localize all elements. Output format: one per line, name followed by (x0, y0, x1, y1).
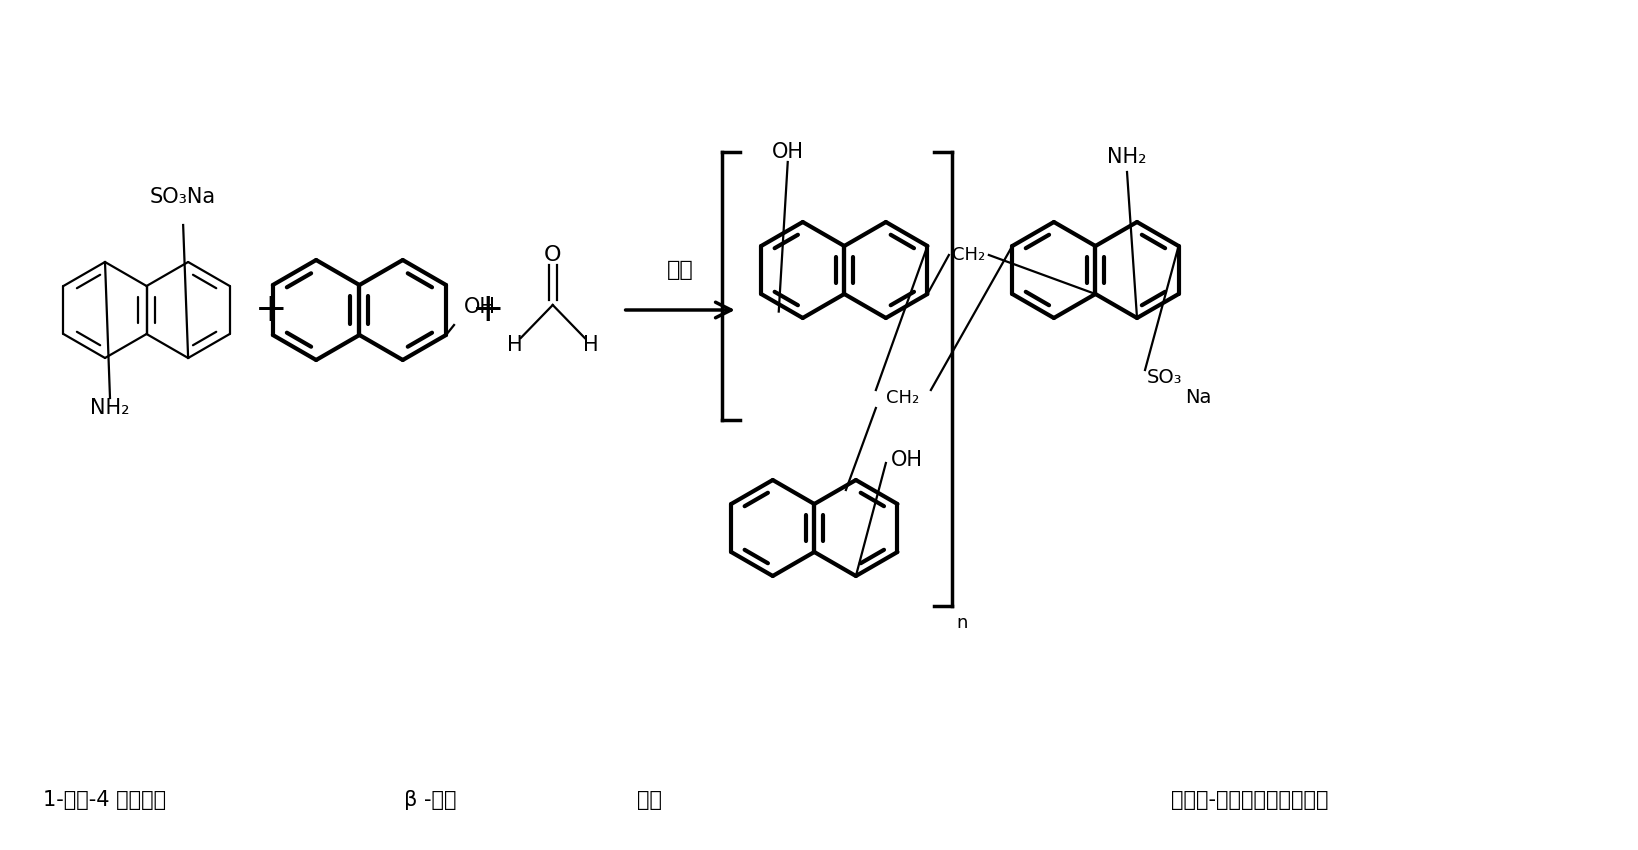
Text: n: n (957, 614, 968, 632)
Text: OH: OH (891, 450, 922, 470)
Text: 芳香胺-酚共缩聚型防粘釜剂: 芳香胺-酚共缩聚型防粘釜剂 (1171, 790, 1328, 810)
Text: +: + (472, 291, 505, 329)
Text: CH₂: CH₂ (886, 389, 919, 407)
Text: SO₃Na: SO₃Na (151, 187, 216, 207)
Text: 1-氨基-4 萤磺酸鑙: 1-氨基-4 萤磺酸鑙 (44, 790, 167, 810)
Text: 缩合: 缩合 (667, 260, 693, 280)
Text: H: H (506, 335, 523, 355)
Text: NH₂: NH₂ (90, 398, 129, 418)
Text: 甲醉: 甲醉 (637, 790, 662, 810)
Text: O: O (544, 245, 562, 265)
Text: OH: OH (464, 297, 496, 317)
Text: +: + (256, 291, 287, 329)
Text: CH₂: CH₂ (952, 246, 986, 264)
Text: H: H (583, 335, 598, 355)
Text: Na: Na (1184, 388, 1212, 407)
Text: SO₃: SO₃ (1147, 368, 1183, 387)
Text: OH: OH (771, 142, 804, 162)
Text: NH₂: NH₂ (1107, 147, 1147, 167)
Text: β -萤酚: β -萤酚 (403, 790, 457, 810)
